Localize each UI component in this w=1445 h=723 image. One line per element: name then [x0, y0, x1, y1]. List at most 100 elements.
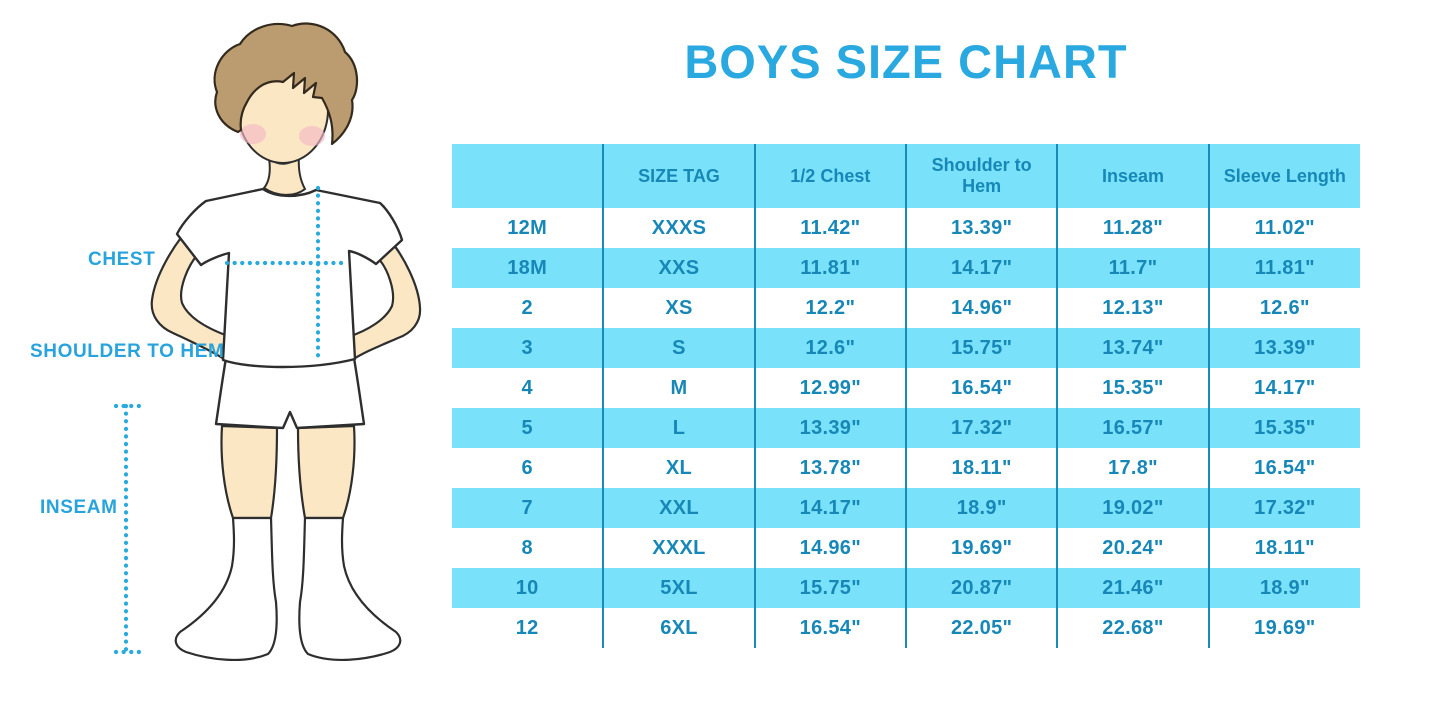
table-cell: 13.78" [754, 448, 907, 488]
left-arm-shape [150, 222, 230, 361]
table-row: 18M XXS 11.81" 14.17" 11.7" 11.81" [452, 248, 1360, 288]
table-row: 10 5XL 15.75" 20.87" 21.46" 18.9" [452, 568, 1360, 608]
boy-illustration [113, 22, 422, 662]
table-cell: XXS [603, 248, 756, 288]
header-row: SIZE TAG 1/2 Chest Shoulder to Hem Insea… [452, 144, 1360, 208]
table-cell: 20.87" [905, 568, 1059, 608]
table-cell: 5 [452, 408, 605, 448]
column-header-inseam: Inseam [1057, 144, 1210, 208]
table-cell: S [603, 328, 756, 368]
shoulder-to-hem-label: SHOULDER TO HEM [30, 341, 225, 362]
right-arm-shape [346, 234, 422, 362]
table-cell: XXXS [603, 208, 756, 248]
table-cell: 16.57" [1057, 408, 1210, 448]
table-cell: 19.69" [905, 528, 1059, 568]
table-cell: 14.96" [754, 528, 907, 568]
table-cell: 13.39" [905, 208, 1059, 248]
table-cell: 3 [452, 328, 605, 368]
table-cell: 10 [452, 568, 605, 608]
table-row: 6 XL 13.78" 18.11" 17.8" 16.54" [452, 448, 1360, 488]
table-cell: 17.8" [1057, 448, 1210, 488]
left-leg-shape [220, 424, 279, 520]
blush-left [240, 124, 266, 144]
table-cell: 15.35" [1208, 408, 1360, 448]
table-cell: 11.42" [754, 208, 907, 248]
table-row: 12M XXXS 11.42" 13.39" 11.28" 11.02" [452, 208, 1360, 248]
table-cell: 2 [452, 288, 605, 328]
table-cell: 15.75" [905, 328, 1059, 368]
page-title: BOYS SIZE CHART [684, 35, 1128, 88]
table-cell: 22.68" [1057, 608, 1210, 648]
table-cell: 16.54" [905, 368, 1059, 408]
table-row: 4 M 12.99" 16.54" 15.35" 14.17" [452, 368, 1360, 408]
table-cell: 12 [452, 608, 605, 648]
table-cell: 6XL [603, 608, 756, 648]
table-cell: M [603, 368, 756, 408]
table-row: 12 6XL 16.54" 22.05" 22.68" 19.69" [452, 608, 1360, 648]
table-cell: 16.54" [754, 608, 907, 648]
table-cell: 13.39" [1208, 328, 1360, 368]
right-leg-shape [296, 424, 356, 520]
table-cell: 11.81" [754, 248, 907, 288]
table-cell: 11.02" [1254, 216, 1315, 239]
table-cell: 11.28" [1057, 208, 1210, 248]
table-cell: XXL [603, 488, 756, 528]
table-cell: 14.17" [905, 248, 1059, 288]
table-cell: L [603, 408, 756, 448]
table-cell: 20.24" [1057, 528, 1210, 568]
table-cell: 8 [452, 528, 605, 568]
hair-shape [213, 22, 359, 146]
shorts-shape [214, 356, 366, 430]
table-cell: 14.96" [905, 288, 1059, 328]
column-header-size [452, 144, 605, 208]
table-row: 5 L 13.39" 17.32" 16.57" 15.35" [452, 408, 1360, 448]
table-cell: 4 [452, 368, 605, 408]
column-header-sleeve-length: Sleeve Length [1208, 144, 1360, 208]
table-cell: 13.39" [754, 408, 907, 448]
column-header-half-chest: 1/2 Chest [754, 144, 907, 208]
left-sock-shape [174, 516, 278, 662]
column-header-size-tag: SIZE TAG [603, 144, 756, 208]
tshirt-shape [175, 187, 404, 369]
table-cell: 7 [452, 488, 605, 528]
table-cell: XXXL [603, 528, 756, 568]
table-cell: XL [603, 448, 756, 488]
table-cell: 18.11" [905, 448, 1059, 488]
size-table-header: SIZE TAG 1/2 Chest Shoulder to Hem Insea… [452, 144, 1360, 208]
table-cell: 19.02" [1057, 488, 1210, 528]
right-sock-shape [298, 516, 402, 662]
table-cell: 11.7" [1057, 248, 1210, 288]
table-cell: 17.32" [905, 408, 1059, 448]
table-row: 8 XXXL 14.96" 19.69" 20.24" 18.11" [452, 528, 1360, 568]
table-cell: 12.13" [1057, 288, 1210, 328]
table-cell: 15.75" [754, 568, 907, 608]
column-header-shoulder-to-hem: Shoulder to Hem [905, 144, 1059, 208]
table-cell: 14.17" [754, 488, 907, 528]
table-cell: 18.9" [1208, 568, 1360, 608]
table-cell: 16.54" [1254, 456, 1316, 479]
table-cell: 12.99" [754, 368, 907, 408]
inseam-label: INSEAM [40, 497, 118, 518]
table-cell: 18.11" [1254, 536, 1315, 559]
table-cell: 17.32" [1208, 488, 1360, 528]
table-row: 3 S 12.6" 15.75" 13.74" 13.39" [452, 328, 1360, 368]
table-row: 2 XS 12.2" 14.96" 12.13" 12.6" [452, 288, 1360, 328]
table-cell: 18M [452, 248, 605, 288]
table-cell: 11.81" [1208, 248, 1360, 288]
size-table: SIZE TAG 1/2 Chest Shoulder to Hem Insea… [452, 144, 1360, 648]
table-cell: 19.69" [1254, 616, 1316, 639]
blush-right [299, 126, 325, 146]
chest-label: CHEST [88, 249, 156, 270]
table-cell: 12M [452, 208, 605, 248]
table-cell: 22.05" [905, 608, 1059, 648]
table-cell: 12.6" [754, 328, 907, 368]
table-cell: 13.74" [1057, 328, 1210, 368]
table-cell: 18.9" [905, 488, 1059, 528]
table-cell: 14.17" [1254, 376, 1316, 399]
table-cell: 12.6" [1259, 296, 1310, 319]
size-table-body: 12M XXXS 11.42" 13.39" 11.28" 11.02" 18M XXS 11.… [452, 208, 1360, 648]
table-cell: 15.35" [1057, 368, 1210, 408]
table-cell: 12.2" [754, 288, 907, 328]
table-row: 7 XXL 14.17" 18.9" 19.02" 17.32" [452, 488, 1360, 528]
